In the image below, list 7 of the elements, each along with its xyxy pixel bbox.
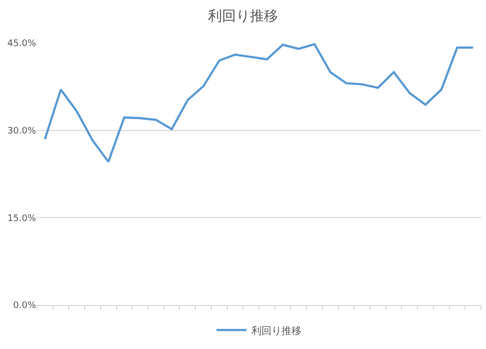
y-tick-label: 15.0% <box>7 214 36 224</box>
line-series <box>44 43 474 163</box>
y-tick-label: 0.0% <box>13 301 36 312</box>
y-tick-label: 45.0% <box>7 39 36 50</box>
legend-label: 利回り推移 <box>252 324 302 337</box>
y-tick-label: 30.0% <box>7 126 36 136</box>
chart-title: 利回り推移 <box>208 8 278 24</box>
